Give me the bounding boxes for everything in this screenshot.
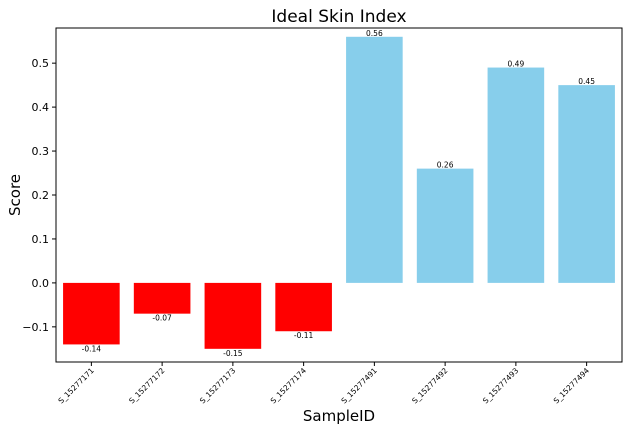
x-tick-label: S_15277492 <box>410 366 450 406</box>
data-label: 0.45 <box>578 77 595 86</box>
x-tick-label: S_15277494 <box>552 366 592 406</box>
x-tick-label: S_15277493 <box>481 366 521 406</box>
data-label: -0.11 <box>294 331 314 340</box>
bar <box>275 282 332 332</box>
y-tick-label: −0.1 <box>22 321 49 334</box>
data-label: 0.26 <box>437 161 454 170</box>
x-tick-label: S_15277491 <box>339 366 379 406</box>
data-label: 0.56 <box>366 29 383 38</box>
data-label: -0.07 <box>152 314 172 323</box>
data-label: -0.15 <box>223 349 243 358</box>
y-axis-label: Score <box>6 174 24 216</box>
x-axis: S_15277171 S_15277172 S_15277173 S_15277174… <box>56 362 591 405</box>
bar <box>204 282 262 349</box>
y-tick-label: 0.4 <box>32 101 50 114</box>
y-tick-label: 0.1 <box>32 233 50 246</box>
x-tick-label: S_15277171 <box>56 366 96 406</box>
bar <box>133 282 191 314</box>
data-labels: -0.14 -0.07 -0.15 -0.11 0.56 0.26 0.49 0.45 <box>82 29 596 358</box>
y-axis: −0.1 0.0 0.1 0.2 0.3 0.4 0.5 <box>22 57 56 334</box>
data-label: -0.14 <box>82 344 102 353</box>
y-tick-label: 0.3 <box>32 145 50 158</box>
x-tick-label: S_15277174 <box>269 366 309 406</box>
chart-title: Ideal Skin Index <box>271 7 406 27</box>
x-axis-label: SampleID <box>303 407 375 425</box>
x-tick-label: S_15277172 <box>127 366 167 406</box>
bar <box>416 168 474 283</box>
bar <box>558 85 615 283</box>
data-label: 0.49 <box>508 60 525 69</box>
y-tick-label: 0.5 <box>32 57 50 70</box>
bar <box>63 282 120 345</box>
bars <box>63 36 615 349</box>
bar <box>487 67 545 283</box>
plot-frame <box>55 27 623 363</box>
y-tick-label: 0.2 <box>32 189 50 202</box>
x-tick-label: S_15277173 <box>198 366 238 406</box>
bar <box>346 36 403 283</box>
y-tick-label: 0.0 <box>32 277 50 290</box>
